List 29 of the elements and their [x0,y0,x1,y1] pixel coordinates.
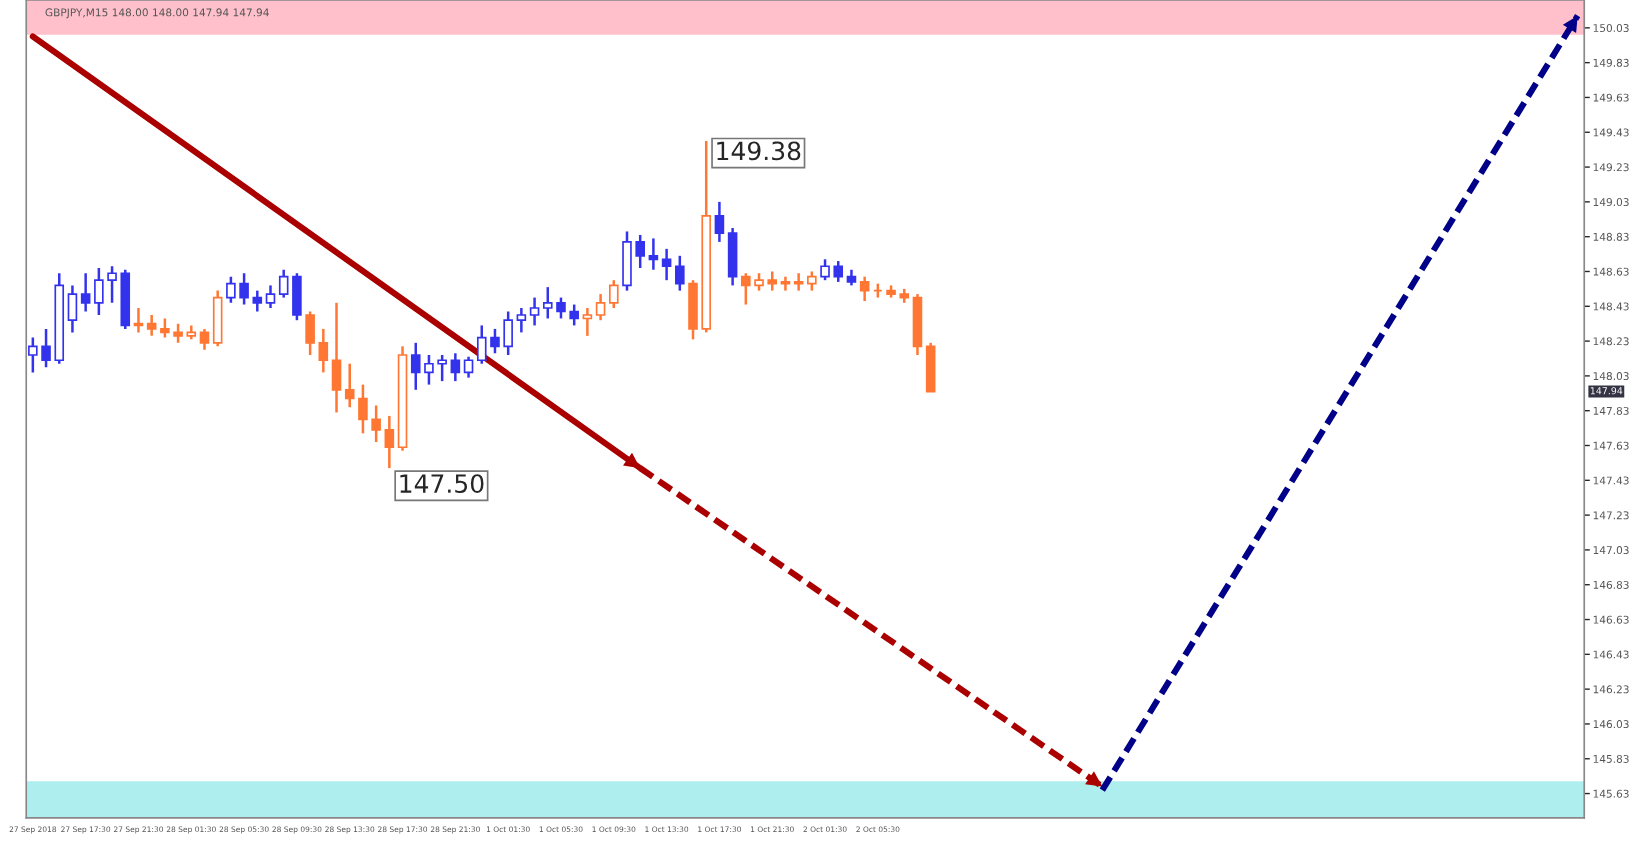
candlestick [265,284,276,310]
candlestick [318,327,329,374]
candlestick [450,352,461,383]
candlestick [516,306,527,334]
candlestick [714,200,725,244]
candlestick [859,275,870,303]
candlestick [780,275,791,292]
annotation: 149.38 [717,141,801,161]
candlestick [648,237,659,271]
candlestick [133,306,144,334]
candlestick [463,355,474,379]
candlestick [80,271,91,313]
annotation: 147.50 [400,474,484,494]
candlestick [67,284,78,334]
candlestick [793,271,804,292]
candlestick [199,327,210,352]
candlestick [661,247,672,282]
candlestick [252,289,263,313]
candlestick [925,341,936,393]
candlestick [595,292,606,322]
candlestick [529,296,540,327]
candlestick [727,226,738,287]
candlestick [675,254,685,292]
candlestick [212,289,223,348]
candlestick [146,313,157,338]
candlestick [305,310,315,357]
candlestick [384,414,395,470]
candlestick [582,306,593,338]
candlestick [331,301,342,414]
